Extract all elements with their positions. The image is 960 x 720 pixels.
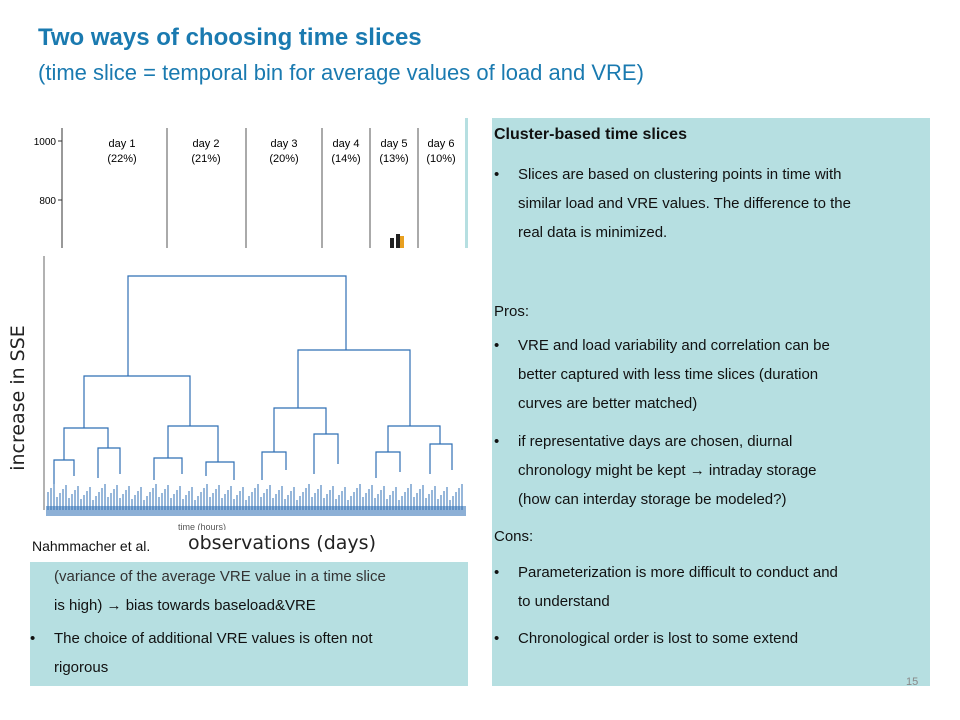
- bullet-line: real data is minimized.: [518, 224, 668, 241]
- data-bar: [400, 236, 404, 248]
- bullet-line: The choice of additional VRE values is o…: [54, 630, 373, 647]
- dendro-branches: [53, 275, 453, 484]
- bullet-line: rigorous: [54, 659, 109, 676]
- bullet-line: Chronological order is lost to some exte…: [518, 630, 799, 647]
- pros-label: Pros:: [494, 303, 530, 320]
- dendro-link: [273, 407, 327, 452]
- day-share: (10%): [426, 153, 455, 165]
- day-label: day 2: [193, 138, 220, 150]
- citation: Nahmmacher et al.: [32, 538, 151, 554]
- bullet-dot: •: [494, 166, 500, 183]
- dendro-link: [83, 375, 191, 428]
- day-share: (13%): [379, 153, 408, 165]
- day-label: day 1: [109, 138, 136, 150]
- dendro-link: [205, 461, 235, 480]
- dendro-link: [297, 349, 411, 426]
- dendrogram: increase in SSE time (hours): [7, 248, 470, 560]
- dendro-y-label: increase in SSE: [8, 325, 29, 471]
- pros-bullet-2: • if representative days are chosen, diu…: [494, 427, 930, 517]
- dendro-link: [153, 457, 183, 480]
- day-label: day 5: [381, 138, 408, 150]
- bullet-line: similar load and VRE values. The differe…: [518, 195, 851, 212]
- bullet-dot: •: [494, 630, 500, 647]
- bullet-text: VRE and load variability and correlation…: [518, 331, 938, 418]
- dendro-link: [261, 451, 287, 480]
- dendrogram-svg: increase in SSE time (hours): [7, 256, 466, 532]
- cons-label: Cons:: [494, 528, 534, 545]
- day-label: day 6: [428, 138, 455, 150]
- dendro-link: [97, 447, 121, 478]
- dendro-link: [313, 433, 339, 474]
- dendro-x-label: observations (days): [188, 532, 376, 554]
- bullet-line: Parameterization is more difficult to co…: [518, 564, 838, 581]
- representative-days-chart: 1000 800 day 1 (22%) day 2 (21%) day 3 (…: [30, 118, 468, 248]
- day-share: (20%): [269, 153, 298, 165]
- bullet-line: curves are better matched): [518, 395, 698, 412]
- bullet-text: Chronological order is lost to some exte…: [518, 624, 938, 653]
- left-partial-line1: (variance of the average VRE value in a …: [54, 568, 386, 585]
- day-share: (21%): [191, 153, 220, 165]
- pros-bullet-1: • VRE and load variability and correlati…: [494, 331, 930, 421]
- bullet-line: better captured with less time slices (d…: [518, 366, 819, 383]
- bullet-dot: •: [30, 630, 36, 647]
- day-chart-svg: 1000 800 day 1 (22%) day 2 (21%) day 3 (…: [34, 118, 468, 248]
- bullet-dot: •: [494, 564, 500, 581]
- bullet-line: VRE and load variability and correlation…: [518, 337, 830, 354]
- day-label: day 4: [333, 138, 360, 150]
- right-panel: [492, 118, 930, 686]
- day-share: (22%): [107, 153, 136, 165]
- y-tick-label: 800: [39, 196, 56, 207]
- dendro-small-xlabel: time (hours): [178, 522, 226, 532]
- cons-bullet-1: • Parameterization is more difficult to …: [494, 558, 930, 618]
- slide-title: Two ways of choosing time slices: [38, 24, 422, 51]
- left-bullet-2: • The choice of additional VRE values is…: [30, 624, 460, 682]
- bullet-line: if representative days are chosen, diurn…: [518, 433, 793, 450]
- bullet-text: Parameterization is more difficult to co…: [518, 558, 938, 616]
- cons-bullet-2: • Chronological order is lost to some ex…: [494, 624, 930, 654]
- cluster-heading: Cluster-based time slices: [494, 126, 687, 143]
- data-bar: [390, 238, 394, 248]
- bullet-line: chronology might be kept → intraday stor…: [518, 462, 817, 479]
- dendro-link: [127, 275, 347, 376]
- left-partial-line2: is high) → bias towards baseload&VRE: [54, 597, 316, 614]
- cluster-bullet-1: • Slices are based on clustering points …: [494, 160, 930, 250]
- dendro-link: [63, 427, 109, 460]
- slide-subtitle: (time slice = temporal bin for average v…: [38, 60, 644, 85]
- dendro-link: [167, 425, 219, 462]
- y-tick-label: 1000: [34, 137, 57, 148]
- bullet-dot: •: [494, 433, 500, 450]
- dendro-leaf-band: [46, 506, 466, 516]
- page-number: 15: [906, 676, 919, 688]
- bullet-line: to understand: [518, 593, 610, 610]
- bullet-line: (how can interday storage be modeled?): [518, 491, 787, 508]
- bullet-dot: •: [494, 337, 500, 354]
- bullet-line: Slices are based on clustering points in…: [518, 166, 842, 183]
- dendro-link: [429, 443, 453, 474]
- day-label: day 3: [271, 138, 298, 150]
- bullet-text: Slices are based on clustering points in…: [518, 160, 938, 247]
- dendro-link: [375, 451, 401, 478]
- data-bar: [396, 234, 400, 248]
- dendro-link: [53, 459, 75, 484]
- dendro-link: [387, 425, 441, 452]
- bullet-text: if representative days are chosen, diurn…: [518, 427, 938, 514]
- day-share: (14%): [331, 153, 360, 165]
- bullet-text: The choice of additional VRE values is o…: [54, 624, 474, 682]
- caption-background: [0, 530, 470, 562]
